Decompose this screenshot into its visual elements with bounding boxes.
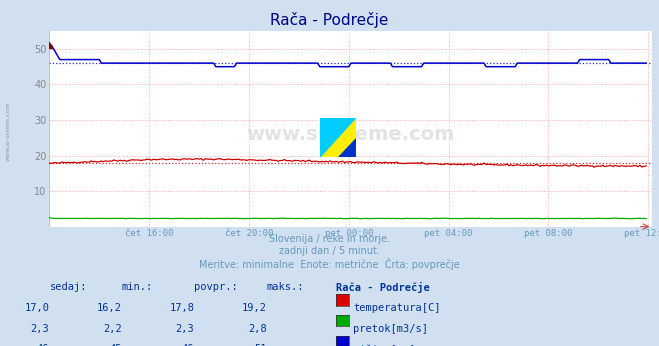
Text: min.:: min.:	[122, 282, 153, 292]
Text: sedaj:: sedaj:	[49, 282, 87, 292]
Text: 2,8: 2,8	[248, 324, 267, 334]
Text: maks.:: maks.:	[267, 282, 304, 292]
Text: 46: 46	[37, 344, 49, 346]
Text: 2,3: 2,3	[176, 324, 194, 334]
Text: 17,0: 17,0	[24, 303, 49, 313]
Text: 51: 51	[254, 344, 267, 346]
Text: Slovenija / reke in morje.: Slovenija / reke in morje.	[269, 234, 390, 244]
Text: 2,2: 2,2	[103, 324, 122, 334]
Text: 2,3: 2,3	[31, 324, 49, 334]
Text: Rača - Podrečje: Rača - Podrečje	[270, 12, 389, 28]
Polygon shape	[338, 137, 356, 157]
Polygon shape	[320, 118, 356, 157]
Text: pretok[m3/s]: pretok[m3/s]	[353, 324, 428, 334]
Text: 19,2: 19,2	[242, 303, 267, 313]
Text: 46: 46	[182, 344, 194, 346]
Text: www.si-vreme.com: www.si-vreme.com	[246, 125, 455, 144]
Text: zadnji dan / 5 minut.: zadnji dan / 5 minut.	[279, 246, 380, 256]
Text: Meritve: minimalne  Enote: metrične  Črta: povprečje: Meritve: minimalne Enote: metrične Črta:…	[199, 258, 460, 270]
Text: 17,8: 17,8	[169, 303, 194, 313]
Text: višina[cm]: višina[cm]	[353, 344, 416, 346]
Text: 16,2: 16,2	[97, 303, 122, 313]
Text: www.si-vreme.com: www.si-vreme.com	[5, 102, 11, 161]
Text: Rača - Podrečje: Rača - Podrečje	[336, 282, 430, 293]
Text: 45: 45	[109, 344, 122, 346]
Text: temperatura[C]: temperatura[C]	[353, 303, 441, 313]
Text: povpr.:: povpr.:	[194, 282, 238, 292]
Polygon shape	[320, 118, 356, 157]
